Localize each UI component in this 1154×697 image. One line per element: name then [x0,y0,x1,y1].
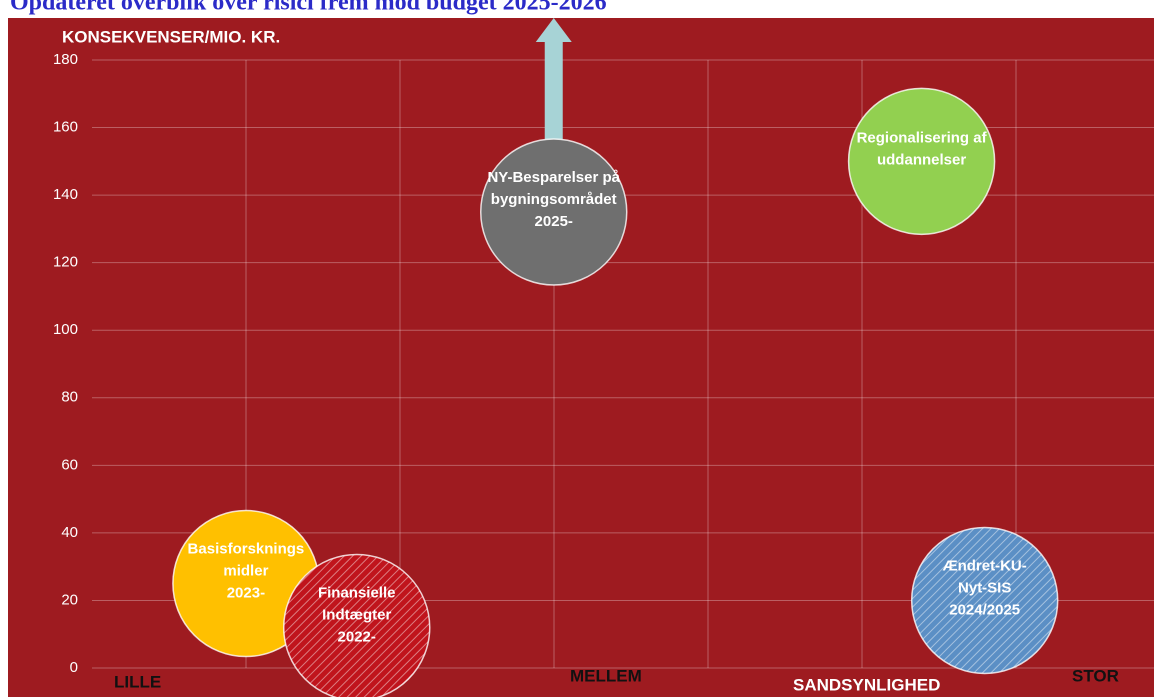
y-tick-label: 100 [53,321,78,338]
y-tick-label: 60 [61,456,78,473]
bubble-label: uddannelser [877,151,966,168]
y-tick-label: 160 [53,119,78,136]
bubble-label: bygningsområdet [491,191,617,208]
bubble-label: 2022- [338,628,376,645]
bubble-label: 2023- [227,585,265,602]
x-axis-label: SANDSYNLIGHED [793,675,940,694]
y-tick-label: 80 [61,389,78,406]
y-tick-label: 140 [53,186,78,203]
bubble [479,138,628,286]
bubble-label: Basisforsknings [188,541,305,558]
bubble [847,87,996,236]
bubble-label: Nyt-SIS [958,579,1011,596]
x-level-label: MELLEM [570,666,642,685]
y-tick-label: 120 [53,254,78,271]
bubble-label: Regionalisering af [857,129,988,146]
bubble-label: midler [223,563,268,580]
bubble-label: 2025- [535,213,573,230]
x-level-label: STOR [1072,666,1119,685]
x-level-label: LILLE [114,672,161,691]
bubble-label: Ændret-KU- [943,557,1027,574]
y-tick-label: 180 [53,51,78,68]
bubble-hatch [283,554,430,697]
bubble-label: Finansielle [318,584,396,601]
arrow-shaft [544,40,563,149]
bubble-label: Indtægter [322,606,391,623]
arrow-head [535,18,572,42]
chart-title: Opdateret overblik over risici frem mod … [10,0,607,16]
y-tick-label: 40 [61,524,78,541]
bubble-hatch [911,527,1058,674]
y-tick-label: 20 [61,591,78,608]
bubble-label: 2024/2025 [949,601,1020,618]
y-axis-label: KONSEKVENSER/MIO. KR. [62,27,280,46]
y-tick-label: 0 [70,659,78,676]
bubble-label: NY-Besparelser på [487,169,620,186]
